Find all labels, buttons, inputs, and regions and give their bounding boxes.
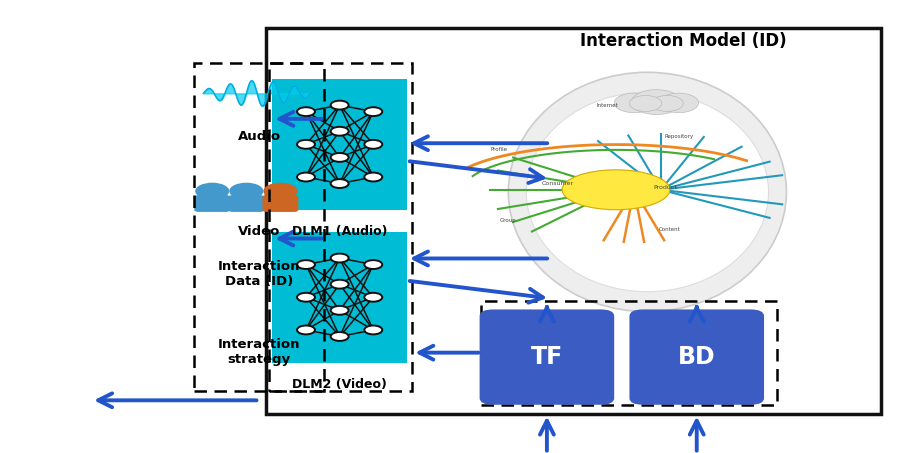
- FancyBboxPatch shape: [629, 309, 764, 405]
- Circle shape: [364, 173, 382, 182]
- Text: TF: TF: [531, 345, 563, 369]
- Text: Repository: Repository: [664, 134, 693, 139]
- Circle shape: [659, 93, 698, 113]
- Circle shape: [364, 293, 382, 302]
- Text: DLM1 (Audio): DLM1 (Audio): [292, 225, 387, 238]
- Circle shape: [330, 101, 348, 110]
- FancyBboxPatch shape: [229, 195, 265, 212]
- Circle shape: [195, 183, 230, 199]
- Circle shape: [330, 127, 348, 136]
- Circle shape: [297, 107, 315, 116]
- Circle shape: [330, 306, 348, 315]
- Text: Consumer: Consumer: [542, 181, 573, 186]
- Text: Interaction
Data (ID): Interaction Data (ID): [218, 260, 301, 288]
- Text: Profile: Profile: [491, 147, 508, 152]
- FancyBboxPatch shape: [194, 195, 230, 212]
- Circle shape: [230, 183, 264, 199]
- Circle shape: [297, 260, 315, 269]
- Text: Product: Product: [653, 185, 678, 190]
- Text: DLM2 (Video): DLM2 (Video): [292, 378, 387, 391]
- Text: Group: Group: [500, 218, 517, 223]
- FancyBboxPatch shape: [273, 79, 407, 210]
- Circle shape: [297, 140, 315, 149]
- Text: Interaction Model (ID): Interaction Model (ID): [580, 32, 787, 50]
- Circle shape: [614, 93, 653, 113]
- Circle shape: [264, 183, 298, 199]
- Text: Content: Content: [659, 227, 680, 232]
- Circle shape: [364, 260, 382, 269]
- Circle shape: [330, 332, 348, 341]
- Circle shape: [297, 173, 315, 182]
- Text: Interaction
strategy: Interaction strategy: [218, 337, 301, 366]
- Circle shape: [629, 96, 661, 111]
- Ellipse shape: [526, 92, 769, 292]
- Circle shape: [330, 254, 348, 262]
- Circle shape: [364, 107, 382, 116]
- FancyBboxPatch shape: [480, 309, 614, 405]
- Circle shape: [651, 96, 683, 111]
- Text: BD: BD: [678, 345, 716, 369]
- Circle shape: [297, 293, 315, 302]
- FancyBboxPatch shape: [273, 232, 407, 363]
- Text: Video: Video: [238, 226, 281, 238]
- Circle shape: [631, 90, 681, 115]
- Circle shape: [297, 326, 315, 334]
- FancyBboxPatch shape: [263, 195, 299, 212]
- Text: Audio: Audio: [238, 130, 281, 143]
- Ellipse shape: [562, 170, 670, 210]
- Circle shape: [364, 326, 382, 334]
- Circle shape: [330, 280, 348, 289]
- Text: Internet: Internet: [596, 103, 618, 108]
- Circle shape: [330, 153, 348, 162]
- FancyBboxPatch shape: [266, 28, 881, 414]
- Ellipse shape: [508, 72, 787, 312]
- Circle shape: [364, 140, 382, 149]
- Circle shape: [330, 179, 348, 188]
